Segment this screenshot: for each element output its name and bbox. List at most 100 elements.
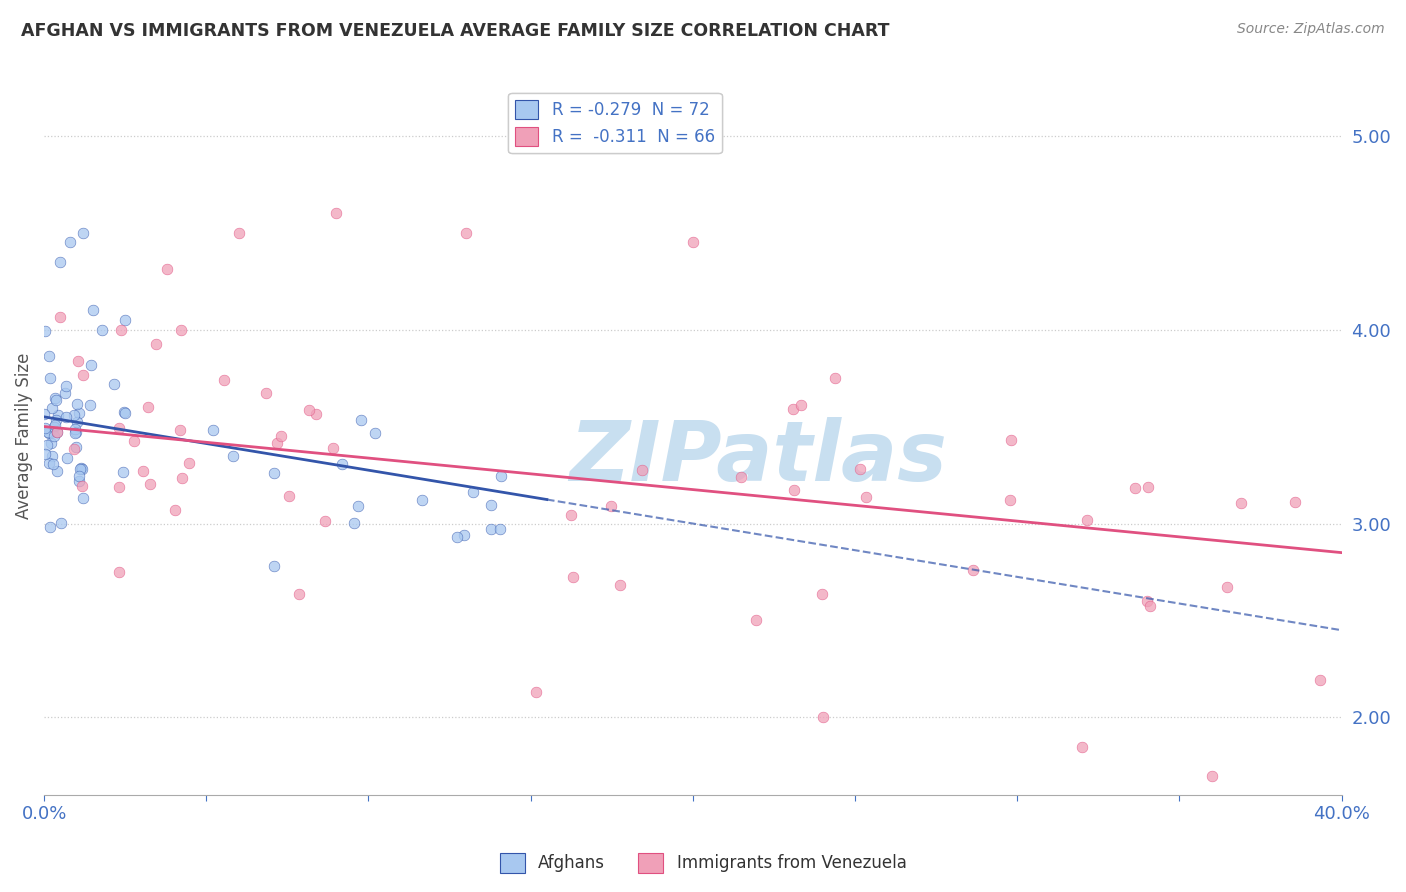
Point <box>111 465 134 479</box>
Point <box>65 425 87 439</box>
Point <box>37 425 59 439</box>
Point <box>811 587 834 601</box>
Point <box>39 435 62 450</box>
Point <box>1123 481 1146 495</box>
Point <box>270 429 292 443</box>
Point <box>72 368 94 382</box>
Point <box>79 398 101 412</box>
Point <box>1230 496 1253 510</box>
Point <box>67 406 90 420</box>
Y-axis label: Average Family Size: Average Family Size <box>15 353 32 519</box>
Point <box>46 425 69 439</box>
Point <box>66 397 89 411</box>
Point <box>824 370 846 384</box>
Point <box>322 442 344 456</box>
Point <box>609 578 631 592</box>
Point <box>165 503 187 517</box>
Point <box>56 451 79 466</box>
Point <box>561 569 583 583</box>
Point <box>169 323 191 337</box>
Point <box>103 377 125 392</box>
Point <box>122 434 145 449</box>
Point <box>363 426 385 441</box>
Point <box>343 516 366 530</box>
Point <box>55 379 77 393</box>
Point <box>266 436 288 450</box>
Point <box>222 449 245 463</box>
Point <box>67 354 90 368</box>
Point <box>277 489 299 503</box>
Point <box>63 426 86 441</box>
Point <box>202 423 225 437</box>
Point <box>67 474 90 488</box>
Point <box>41 450 63 464</box>
Text: ZIPatlas: ZIPatlas <box>569 417 946 499</box>
Point <box>350 413 373 427</box>
Point <box>44 418 66 433</box>
Point <box>34 447 56 461</box>
Point <box>288 587 311 601</box>
Point <box>65 440 87 454</box>
Point <box>49 254 72 268</box>
Point <box>479 498 502 512</box>
Point <box>1284 494 1306 508</box>
Point <box>254 386 277 401</box>
Point <box>479 522 502 536</box>
Point <box>314 515 336 529</box>
Point <box>790 397 813 411</box>
Point <box>80 358 103 372</box>
Point <box>38 425 60 440</box>
Point <box>114 313 136 327</box>
Point <box>730 470 752 484</box>
Point <box>783 483 806 498</box>
Point <box>1216 580 1239 594</box>
Point <box>138 401 160 415</box>
Point <box>70 479 93 493</box>
Point <box>49 516 72 530</box>
Text: Source: ZipAtlas.com: Source: ZipAtlas.com <box>1237 22 1385 37</box>
Point <box>332 457 354 471</box>
Point <box>38 370 60 384</box>
Point <box>48 310 70 324</box>
Point <box>1309 673 1331 687</box>
Point <box>1071 739 1094 754</box>
Point <box>32 407 55 421</box>
Point <box>855 491 877 505</box>
Point <box>811 710 834 724</box>
Point <box>45 464 67 478</box>
Point <box>1233 797 1256 812</box>
Point <box>1139 599 1161 613</box>
Point <box>59 235 82 250</box>
Text: AFGHAN VS IMMIGRANTS FROM VENEZUELA AVERAGE FAMILY SIZE CORRELATION CHART: AFGHAN VS IMMIGRANTS FROM VENEZUELA AVER… <box>21 22 890 40</box>
Point <box>45 425 67 439</box>
Point <box>63 442 86 456</box>
Point <box>156 261 179 276</box>
Point <box>1201 769 1223 783</box>
Point <box>69 461 91 475</box>
Point <box>228 226 250 240</box>
Point <box>34 421 56 435</box>
Point <box>1136 594 1159 608</box>
Point <box>108 565 131 579</box>
Point <box>600 499 623 513</box>
Point <box>55 410 77 425</box>
Point <box>745 613 768 627</box>
Point <box>263 559 285 574</box>
Point <box>112 405 135 419</box>
Point <box>1136 480 1159 494</box>
Legend: R = -0.279  N = 72, R =  -0.311  N = 66: R = -0.279 N = 72, R = -0.311 N = 66 <box>509 93 721 153</box>
Point <box>489 522 512 536</box>
Point <box>489 468 512 483</box>
Point <box>42 419 65 434</box>
Point <box>169 423 191 437</box>
Point <box>114 406 136 420</box>
Point <box>524 684 547 698</box>
Point <box>325 206 347 220</box>
Point <box>45 392 67 407</box>
Point <box>782 402 804 417</box>
Point <box>461 485 484 500</box>
Point <box>45 413 67 427</box>
Point <box>145 337 167 351</box>
Point <box>110 323 132 337</box>
Point <box>170 471 193 485</box>
